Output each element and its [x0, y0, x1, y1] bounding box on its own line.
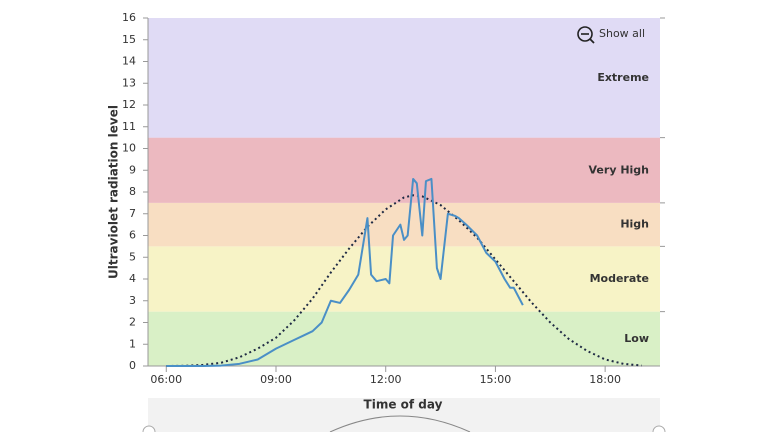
- y-tick-label: 14: [122, 55, 136, 68]
- band-label: High: [620, 218, 649, 231]
- navigator[interactable]: [148, 398, 660, 432]
- y-tick-label: 3: [129, 294, 136, 307]
- band-label: Extreme: [597, 71, 649, 84]
- x-axis-label: Time of day: [364, 398, 443, 412]
- zoom-icon: [577, 26, 593, 42]
- band: [148, 311, 660, 366]
- y-tick-label: 16: [122, 11, 136, 24]
- x-tick-label: 12:00: [370, 373, 402, 386]
- x-tick-label: 09:00: [260, 373, 292, 386]
- y-tick-label: 7: [129, 207, 136, 220]
- y-tick-label: 12: [122, 98, 136, 111]
- y-tick-label: 5: [129, 250, 136, 263]
- forecast-line: [166, 194, 642, 367]
- y-tick-label: 15: [122, 33, 136, 46]
- show-all-button[interactable]: Show all: [577, 26, 645, 44]
- button-label[interactable]: Show all: [599, 27, 645, 40]
- measured-line: [166, 177, 524, 367]
- y-tick-label: 0: [129, 359, 136, 372]
- y-tick-label: 4: [129, 272, 136, 285]
- x-tick-label: 18:00: [589, 373, 621, 386]
- y-tick-label: 10: [122, 142, 136, 155]
- navigator-curve: [329, 415, 471, 433]
- y-tick-label: 6: [129, 229, 136, 242]
- y-tick-label: 2: [129, 316, 136, 329]
- y-axis-label: Ultraviolet radiation level: [107, 105, 121, 279]
- y-tick-label: 9: [129, 163, 136, 176]
- band: [148, 246, 660, 312]
- y-tick-label: 13: [122, 76, 136, 89]
- band: [148, 137, 660, 203]
- y-tick-label: 1: [129, 337, 136, 350]
- zoom-icon: [589, 38, 595, 44]
- band-label: Moderate: [590, 272, 649, 285]
- y-tick-label: 8: [129, 185, 136, 198]
- band: [148, 18, 660, 138]
- x-tick-label: 06:00: [150, 373, 182, 386]
- band-label: Very High: [589, 163, 649, 176]
- x-tick-label: 15:00: [480, 373, 512, 386]
- y-tick-label: 11: [122, 120, 136, 133]
- band-label: Low: [624, 332, 649, 345]
